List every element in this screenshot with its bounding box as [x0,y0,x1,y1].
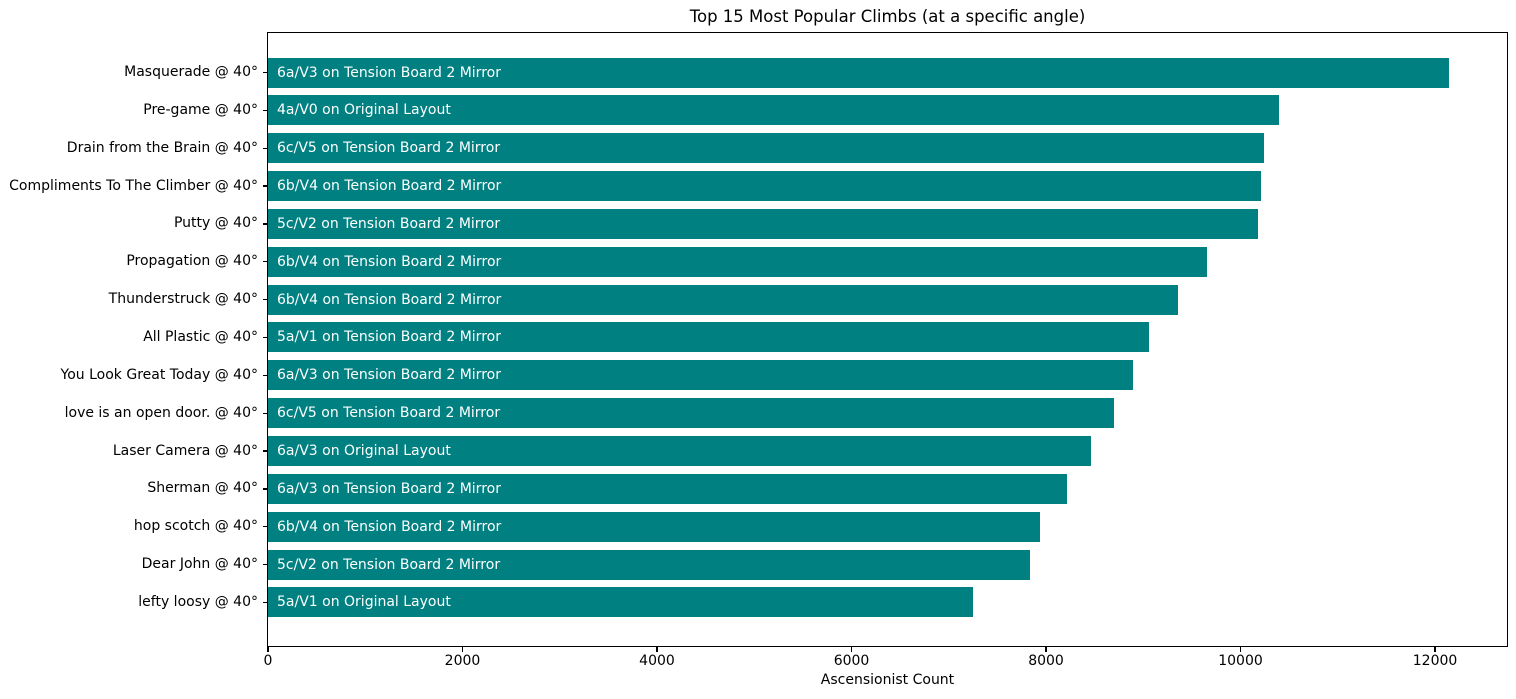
y-tick-mark [263,450,268,452]
y-tick-mark [263,564,268,566]
bar: 6a/V3 on Original Layout [268,436,1091,467]
y-tick-label: Thunderstruck @ 40° [108,291,258,308]
x-tick-mark [461,647,464,652]
y-tick-mark [263,147,268,149]
bar: 6a/V3 on Tension Board 2 Mirror [268,57,1449,88]
x-tick-mark [1434,647,1436,652]
bar: 5c/V2 on Tension Board 2 Mirror [268,549,1030,580]
bar-value-label: 5a/V1 on Tension Board 2 Mirror [277,329,501,346]
y-tick-label: All Plastic @ 40° [143,328,258,345]
bar: 6b/V4 on Tension Board 2 Mirror [268,284,1179,315]
y-tick-label: Masquerade @ 40° [124,64,258,80]
x-tick-label: 8000 [1028,653,1064,669]
bar: 6b/V4 on Tension Board 2 Mirror [268,511,1041,542]
bar: 6c/V5 on Tension Board 2 Mirror [268,398,1115,429]
y-tick-label: Drain from the Brain @ 40° [66,139,258,156]
y-tick-mark [263,299,268,301]
bar-value-label: 6a/V3 on Tension Board 2 Mirror [277,64,501,81]
y-tick-mark [263,185,268,187]
bar-value-label: 6b/V4 on Tension Board 2 Mirror [277,253,502,270]
x-tick-label: 6000 [833,653,870,669]
y-tick-mark [263,71,268,74]
x-tick-mark [267,647,269,652]
bar: 6a/V3 on Tension Board 2 Mirror [268,360,1133,391]
y-tick-mark [263,223,268,225]
bar-value-label: 6a/V3 on Tension Board 2 Mirror [277,480,501,497]
bar: 4a/V0 on Original Layout [268,95,1279,126]
x-tick-mark [1045,647,1047,652]
y-tick-label: love is an open door. @ 40° [64,404,258,421]
x-tick-label: 12000 [1412,653,1458,669]
x-tick-label: 10000 [1218,653,1263,669]
y-tick-mark [263,261,268,263]
bar-value-label: 6a/V3 on Tension Board 2 Mirror [277,367,501,384]
bar: 6b/V4 on Tension Board 2 Mirror [268,246,1207,277]
plot-area: 6a/V3 on Tension Board 2 Mirror 4a/V0 on … [267,32,1508,647]
bar-value-label: 5c/V2 on Tension Board 2 Mirror [277,556,501,573]
y-tick-mark [263,374,268,376]
y-tick-label: Laser Camera @ 40° [112,442,258,459]
bar: 6b/V4 on Tension Board 2 Mirror [268,171,1261,202]
y-tick-label: Putty @ 40° [173,215,258,232]
x-axis-label: Ascensionist Count [820,672,955,688]
y-tick-label: You Look Great Today @ 40° [60,366,258,383]
bar-value-label: 5c/V2 on Tension Board 2 Mirror [277,215,501,232]
y-tick-label: hop scotch @ 40° [133,518,258,535]
x-tick-label: 2000 [444,653,481,669]
x-tick-label: 0 [263,653,273,669]
y-tick-label: Sherman @ 40° [147,480,258,497]
bar-value-label: 6c/V5 on Tension Board 2 Mirror [277,405,501,422]
chart-title: Top 15 Most Popular Climbs (at a specifi… [689,7,1086,26]
bar-value-label: 6b/V4 on Tension Board 2 Mirror [277,518,502,535]
x-tick-mark [1239,647,1242,652]
x-tick-mark [850,647,853,652]
y-tick-mark [263,526,268,528]
bar-value-label: 6b/V4 on Tension Board 2 Mirror [277,178,502,195]
y-tick-label: Pre-game @ 40° [143,101,258,118]
bar-value-label: 4a/V0 on Original Layout [277,102,451,119]
y-tick-mark [263,488,268,490]
bar-value-label: 6b/V4 on Tension Board 2 Mirror [277,291,502,308]
bar-value-label: 6c/V5 on Tension Board 2 Mirror [277,140,501,157]
y-tick-mark [263,412,268,414]
y-tick-label: Propagation @ 40° [126,253,258,270]
bar-value-label: 5a/V1 on Original Layout [277,594,451,611]
bar: 5c/V2 on Tension Board 2 Mirror [268,208,1258,239]
bar: 6c/V5 on Tension Board 2 Mirror [268,133,1264,164]
y-tick-label: lefty loosy @ 40° [138,593,258,610]
bar: 5a/V1 on Original Layout [268,587,974,618]
bar-value-label: 6a/V3 on Original Layout [277,443,451,460]
x-tick-mark [656,647,658,652]
bar: 6a/V3 on Tension Board 2 Mirror [268,473,1068,504]
y-tick-mark [263,601,268,604]
y-tick-label: Compliments To The Climber @ 40° [9,177,258,194]
y-tick-label: Dear John @ 40° [141,556,258,573]
bar: 5a/V1 on Tension Board 2 Mirror [268,322,1150,353]
y-tick-mark [263,336,268,339]
x-tick-label: 4000 [639,653,675,669]
y-tick-mark [263,109,268,111]
